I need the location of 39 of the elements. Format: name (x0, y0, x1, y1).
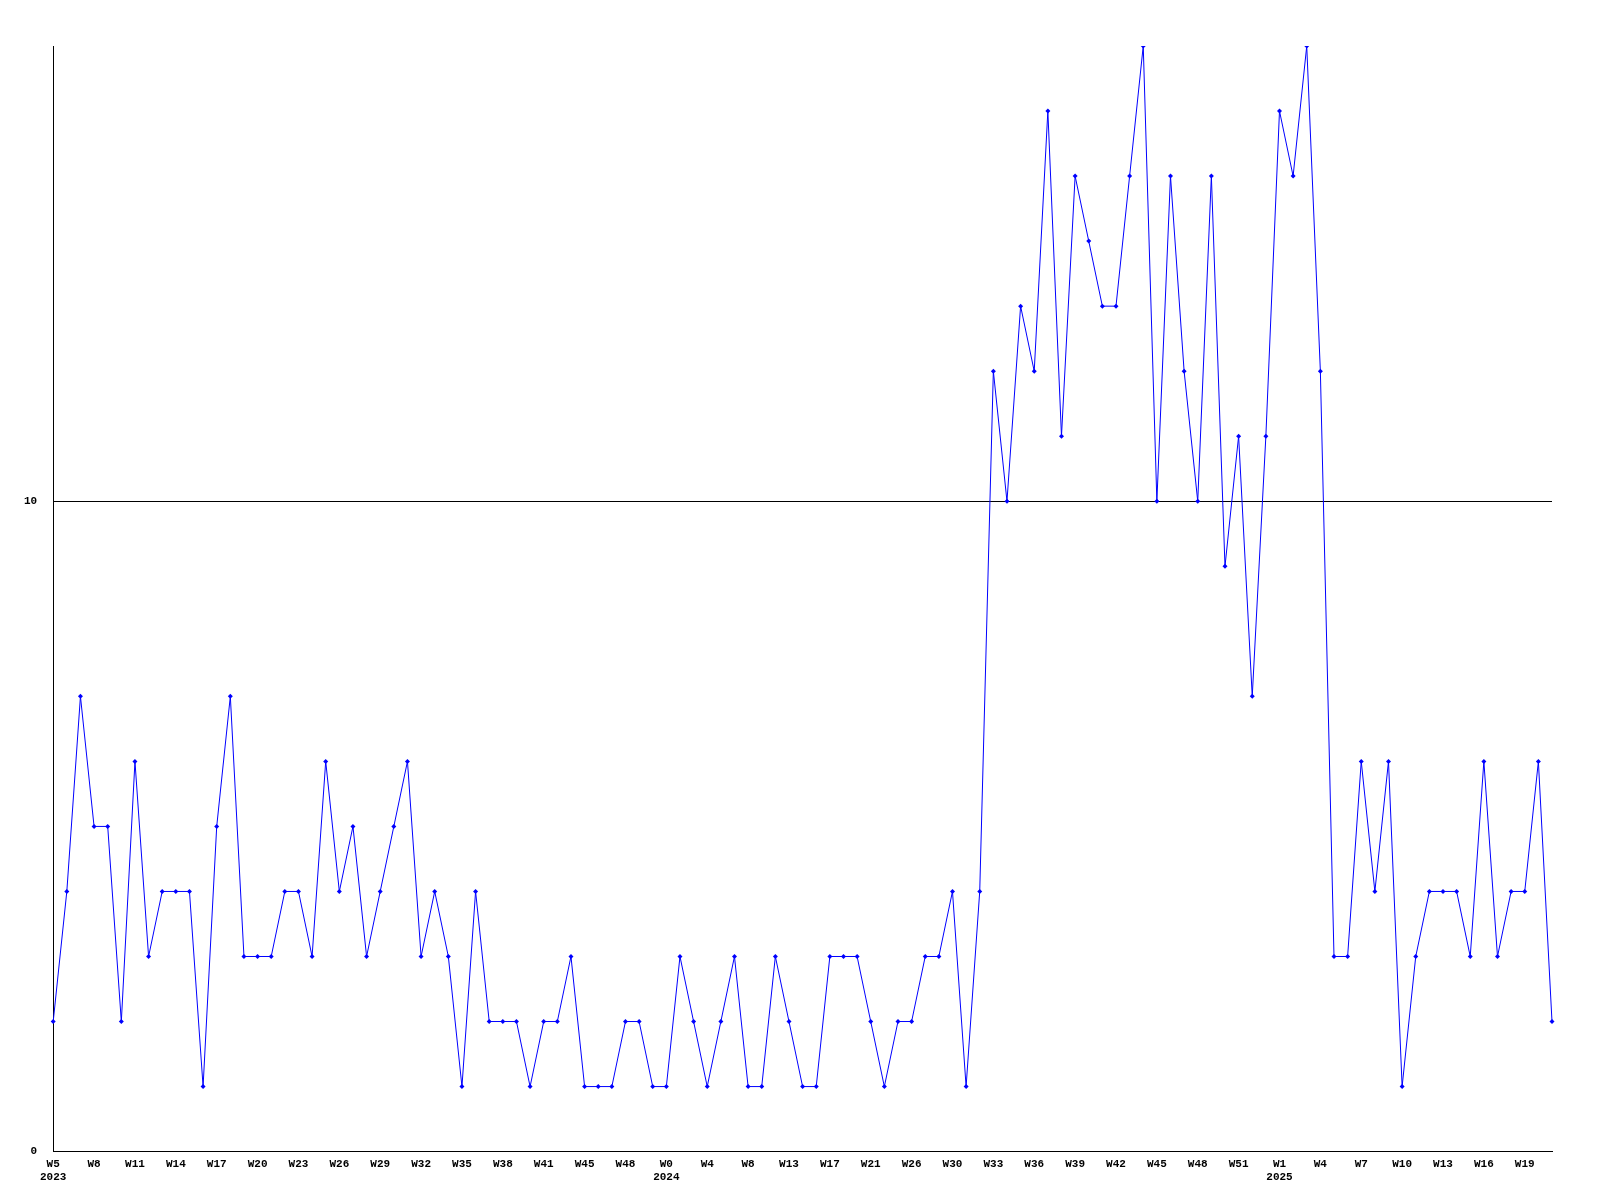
x-tick-label: W33 (983, 1157, 1004, 1170)
x-tick-label: W17 (819, 1157, 840, 1170)
x-tick-label: W7 (1354, 1157, 1368, 1170)
x-tick-label: W13 (1433, 1157, 1454, 1170)
x-tick-label: W35 (452, 1157, 473, 1170)
x-tick-label: W23 (288, 1157, 309, 1170)
x-tick-label: W1 2025 (1266, 1157, 1294, 1184)
x-tick-label: W5 2023 (40, 1157, 67, 1184)
x-tick-label: W11 (125, 1157, 146, 1170)
x-tick-label: W48 (615, 1157, 636, 1170)
y-tick-label: 10 (24, 495, 38, 508)
x-tick-label: W13 (779, 1157, 800, 1170)
x-tick-label: W4 (1313, 1157, 1328, 1170)
x-tick-label: W48 (1187, 1157, 1209, 1170)
x-tick-label: W45 (1146, 1157, 1168, 1170)
x-tick-label: W14 (165, 1157, 187, 1170)
x-tick-label: W4 (700, 1157, 715, 1170)
x-tick-label: W10 (1392, 1157, 1413, 1170)
x-tick-label: W36 (1024, 1157, 1045, 1170)
y-tick-label: 0 (30, 1145, 38, 1158)
x-tick-label: W21 (860, 1157, 882, 1170)
x-tick-label: W26 (901, 1157, 922, 1170)
x-tick-label: W30 (942, 1157, 963, 1170)
x-tick-label: W32 (411, 1157, 431, 1170)
x-tick-label: W17 (206, 1157, 227, 1170)
x-tick-label: W0 2024 (653, 1157, 680, 1184)
x-tick-label: W16 (1473, 1157, 1494, 1170)
x-tick-label: W51 (1228, 1157, 1249, 1170)
x-tick-label: W8 (741, 1157, 756, 1170)
x-tick-label: W39 (1065, 1157, 1086, 1170)
x-tick-label: W42 (1106, 1157, 1126, 1170)
x-tick-label: W20 (247, 1157, 268, 1170)
x-tick-label: W41 (533, 1157, 555, 1170)
x-tick-label: W38 (492, 1157, 514, 1170)
x-tick-label: W26 (329, 1157, 350, 1170)
x-tick-label: W45 (574, 1157, 595, 1170)
x-tick-label: W8 (87, 1157, 102, 1170)
x-tick-label: W19 (1514, 1157, 1535, 1170)
x-tick-label: W29 (370, 1157, 391, 1170)
